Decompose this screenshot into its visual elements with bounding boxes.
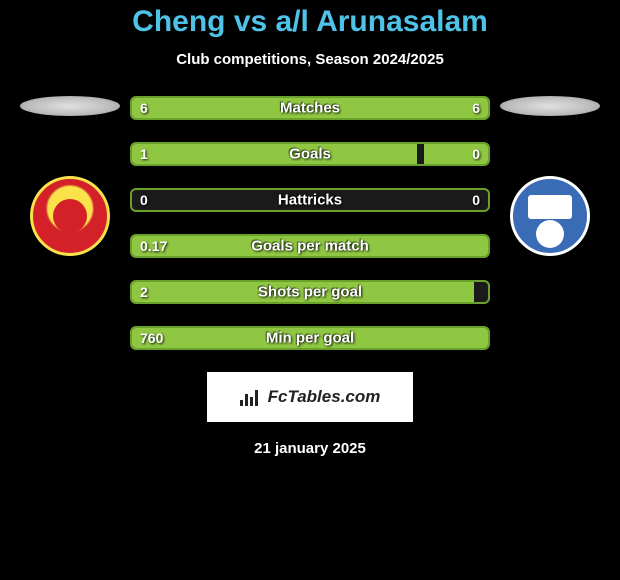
date-label: 21 january 2025	[254, 440, 366, 457]
stat-value-left: 2	[140, 284, 148, 300]
stat-label: Goals	[289, 146, 331, 163]
player-right-column	[490, 96, 610, 256]
stat-value-left: 1	[140, 146, 148, 162]
stat-row: Matches 6 6	[130, 96, 490, 120]
bars-icon	[240, 388, 262, 406]
stat-value-left: 6	[140, 100, 148, 116]
player-platform-left	[20, 96, 120, 116]
stat-label: Goals per match	[251, 238, 369, 255]
stat-label: Min per goal	[266, 330, 354, 347]
stat-value-right: 0	[472, 146, 480, 162]
stat-label: Matches	[280, 100, 340, 117]
stat-value-right: 6	[472, 100, 480, 116]
main-area: Matches 6 6 Goals 1 0 Hattricks 0 0 Goals per mat…	[0, 96, 620, 350]
stat-row: Hattricks 0 0	[130, 188, 490, 212]
page-title: Cheng vs a/l Arunasalam	[132, 5, 488, 39]
watermark: FcTables.com	[207, 372, 413, 422]
stats-column: Matches 6 6 Goals 1 0 Hattricks 0 0 Goals per mat…	[130, 96, 490, 350]
stat-value-left: 0.17	[140, 238, 167, 254]
player-platform-right	[500, 96, 600, 116]
watermark-text: FcTables.com	[268, 387, 381, 407]
stat-bar-left	[132, 144, 417, 164]
club-badge-left	[30, 176, 110, 256]
stat-row: Goals per match 0.17	[130, 234, 490, 258]
page-subtitle: Club competitions, Season 2024/2025	[176, 51, 444, 68]
stat-row: Shots per goal 2	[130, 280, 490, 304]
stat-label: Hattricks	[278, 192, 342, 209]
player-left-column	[10, 96, 130, 256]
stat-row: Min per goal 760	[130, 326, 490, 350]
comparison-card: Cheng vs a/l Arunasalam Club competition…	[0, 0, 620, 457]
stat-value-left: 760	[140, 330, 163, 346]
stat-value-left: 0	[140, 192, 148, 208]
stat-value-right: 0	[472, 192, 480, 208]
stat-row: Goals 1 0	[130, 142, 490, 166]
club-badge-right	[510, 176, 590, 256]
stat-label: Shots per goal	[258, 284, 362, 301]
